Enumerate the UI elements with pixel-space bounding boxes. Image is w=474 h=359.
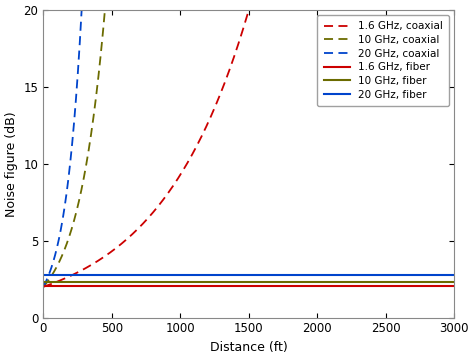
1.6 GHz, coaxial (108, 250, 114, 254)
10 GHz, coaxial (50, 271, 56, 275)
Line: 10 GHz, coaxial: 10 GHz, coaxial (43, 3, 106, 287)
Legend: 1.6 GHz, coaxial, 10 GHz, coaxial, 20 GHz, coaxial, 1.6 GHz, fiber, 10 GHz, fibe: 1.6 GHz, coaxial, 10 GHz, coaxial, 20 GH… (317, 15, 449, 106)
10 GHz, coaxial (71, 218, 77, 223)
20 GHz, coaxial (76, 48, 82, 52)
20 GHz, coaxial (74, 87, 80, 91)
1.6 GHz, coaxial (146, 214, 152, 219)
10 GHz, coaxial (46, 278, 51, 283)
1.6 GHz, coaxial (73, 271, 79, 275)
20 GHz, coaxial (47, 270, 53, 275)
10 GHz, coaxial (67, 232, 73, 237)
10 GHz, coaxial (90, 123, 95, 128)
Y-axis label: Noise figure (dB): Noise figure (dB) (5, 111, 18, 216)
10 GHz, coaxial (54, 265, 59, 270)
1.6 GHz, coaxial (248, 0, 254, 4)
10 GHz, coaxial (103, 0, 109, 5)
10 GHz, coaxial (40, 285, 46, 289)
Line: 20 GHz, coaxial: 20 GHz, coaxial (43, 3, 82, 287)
20 GHz, coaxial (62, 201, 68, 206)
1.6 GHz, coaxial (71, 272, 77, 276)
1.6 GHz, coaxial (82, 266, 88, 271)
1.6 GHz, coaxial (40, 285, 46, 289)
20 GHz, coaxial (40, 285, 46, 289)
20 GHz, coaxial (77, 34, 83, 39)
20 GHz, coaxial (79, 0, 85, 5)
1.6 GHz, coaxial (104, 253, 110, 257)
20 GHz, coaxial (42, 282, 47, 286)
X-axis label: Distance (ft): Distance (ft) (210, 341, 288, 354)
Line: 1.6 GHz, coaxial: 1.6 GHz, coaxial (43, 2, 251, 287)
